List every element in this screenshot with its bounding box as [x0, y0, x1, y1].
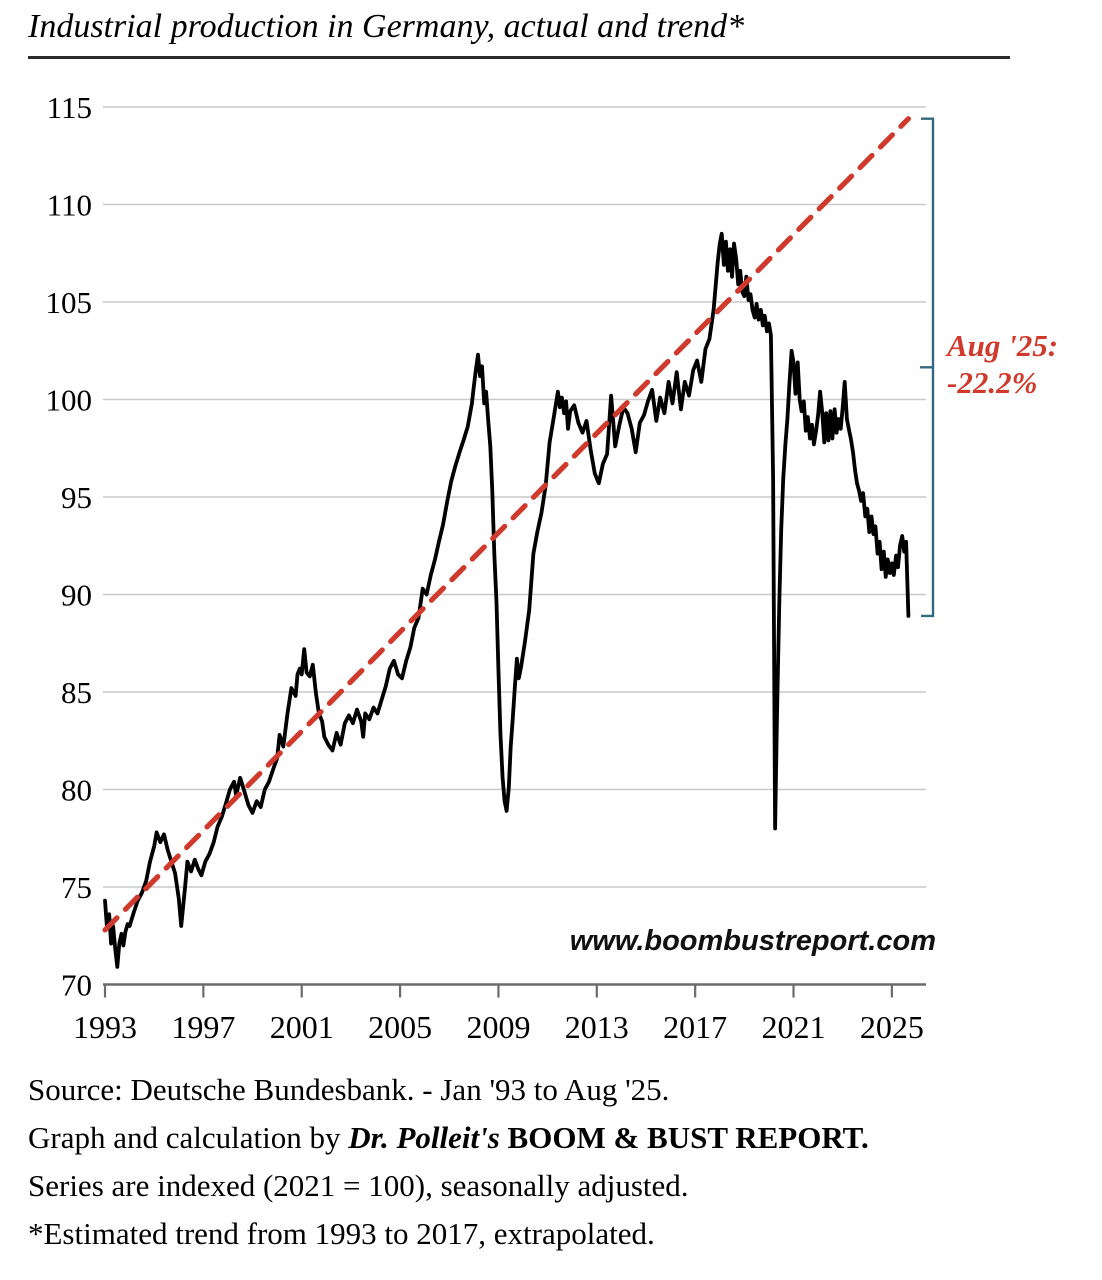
y-tick-label: 110	[47, 188, 92, 223]
x-tick-label: 1997	[171, 1009, 235, 1045]
footer-source-line: Source: Deutsche Bundesbank. - Jan '93 t…	[28, 1072, 670, 1107]
x-tick-label: 2025	[860, 1009, 924, 1045]
y-tick-label: 95	[61, 480, 92, 515]
footer-trend-note-line: *Estimated trend from 1993 to 2017, extr…	[28, 1216, 655, 1251]
watermark-url: www.boombustreport.com	[569, 925, 936, 957]
footer-credit-brand: BOOM & BUST REPORT.	[499, 1120, 869, 1155]
chart-title: Industrial production in Germany, actual…	[28, 8, 745, 45]
footer-credit-author: Dr. Polleit's	[348, 1120, 500, 1155]
x-tick-label: 1993	[73, 1009, 137, 1045]
trend-line	[102, 116, 912, 933]
title-underline	[28, 56, 1010, 59]
y-tick-label: 105	[46, 285, 93, 320]
footer-index-line: Series are indexed (2021 = 100), seasona…	[28, 1168, 689, 1203]
x-tick-label: 2013	[565, 1009, 629, 1045]
y-tick-label: 90	[61, 578, 92, 613]
footer-notes: Source: Deutsche Bundesbank. - Jan '93 t…	[28, 1066, 1078, 1258]
footer-credit-prefix: Graph and calculation by	[28, 1120, 349, 1155]
footer-credit-line: Graph and calculation by Dr. Polleit's B…	[28, 1114, 1078, 1162]
x-tick-label: 2021	[762, 1009, 826, 1045]
y-tick-label: 115	[47, 90, 92, 125]
actual-line	[103, 231, 911, 969]
y-tick-label: 85	[61, 675, 92, 710]
x-tick-label: 2009	[466, 1009, 530, 1045]
x-tick-label: 2001	[270, 1009, 334, 1045]
x-tick-label: 2005	[368, 1009, 432, 1045]
y-tick-label: 80	[61, 773, 92, 808]
gap-annotation: Aug '25: -22.2%	[947, 327, 1058, 401]
x-tick-label: 2017	[663, 1009, 727, 1045]
line-chart: 70 75 80 85 90 95 100 105 110 115 1993 1997 2001 2005…	[46, 90, 935, 1045]
y-tick-label: 75	[61, 870, 92, 905]
gap-annotation-value: -22.2%	[947, 365, 1038, 400]
gap-bracket	[920, 117, 935, 618]
gap-annotation-date: Aug '25:	[947, 328, 1059, 363]
y-tick-label: 70	[61, 968, 92, 1003]
y-tick-label: 100	[46, 383, 93, 418]
